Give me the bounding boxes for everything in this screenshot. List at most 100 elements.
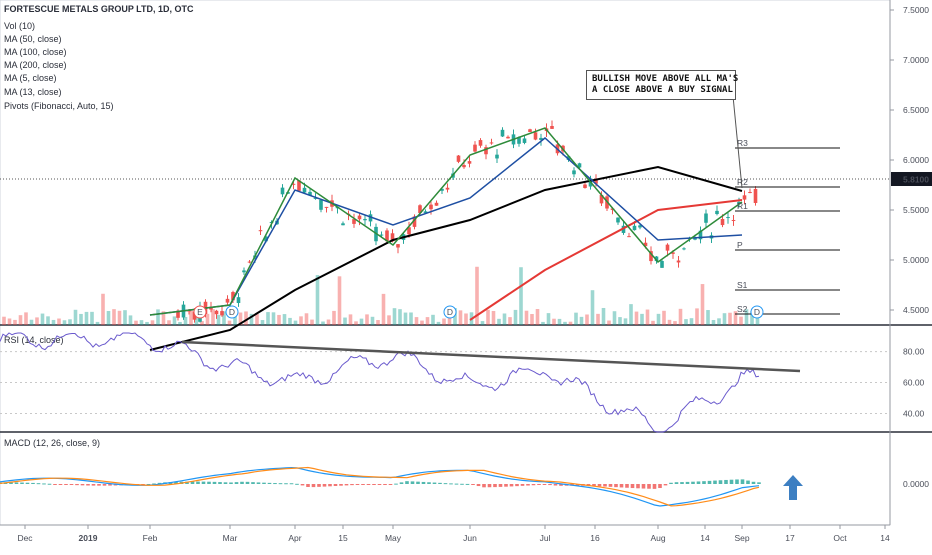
candle-body	[495, 154, 499, 159]
annotation-callout[interactable]: BULLISH MOVE ABOVE ALL MA'S A CLOSE ABOV…	[586, 70, 738, 100]
volume-bar	[409, 312, 413, 325]
macd-histogram-bar	[58, 484, 63, 485]
macd-histogram-bar	[31, 482, 35, 484]
candle-body	[742, 195, 747, 200]
volume-bar	[733, 311, 738, 325]
macd-histogram-bar	[207, 481, 211, 484]
pivot-label: R1	[737, 201, 748, 211]
candle-body	[291, 183, 296, 185]
legend-ma50[interactable]: MA (50, close)	[4, 34, 62, 44]
volume-bar	[392, 308, 397, 325]
macd-histogram-bar	[751, 481, 756, 484]
rsi-tick-label: 80.00	[903, 347, 925, 357]
legend-ma200[interactable]: MA (200, close)	[4, 60, 67, 70]
candle-body	[528, 129, 532, 132]
candle-body	[676, 260, 681, 263]
volume-bar	[513, 309, 518, 325]
time-tick-label: Dec	[17, 533, 33, 543]
candle-body	[654, 256, 659, 262]
macd-histogram-bar	[53, 484, 57, 485]
candle-body	[214, 310, 219, 315]
volume-bar	[288, 317, 292, 325]
time-tick-label: 17	[785, 533, 795, 543]
volume-bar	[13, 319, 17, 325]
volume-bar	[68, 319, 72, 325]
volume-bar	[673, 321, 677, 325]
rsi-tick-label: 60.00	[903, 378, 925, 388]
macd-histogram-bar	[311, 484, 316, 488]
time-tick-label: Mar	[223, 533, 238, 543]
macd-histogram-bar	[405, 481, 409, 484]
time-tick-label: Sep	[734, 533, 749, 543]
macd-histogram-bar	[559, 484, 563, 486]
candle-body	[467, 161, 472, 164]
candle-body	[577, 163, 582, 168]
macd-histogram-bar	[548, 484, 552, 486]
candle-body	[423, 211, 428, 214]
macd-histogram-bar	[619, 484, 624, 488]
macd-histogram-bar	[636, 484, 640, 489]
volume-bar	[557, 318, 562, 325]
macd-histogram-bar	[267, 482, 272, 484]
macd-histogram-bar	[647, 484, 651, 489]
volume-bar	[497, 318, 501, 325]
legend-ma13[interactable]: MA (13, close)	[4, 87, 62, 97]
volume-bar	[524, 310, 529, 325]
candle-body	[517, 137, 521, 144]
legend-ma5[interactable]: MA (5, close)	[4, 73, 57, 83]
volume-bar	[662, 310, 666, 325]
price-tick-label: 4.5000	[903, 305, 929, 315]
candle-body	[456, 155, 461, 162]
macd-pane-title: MACD (12, 26, close, 9)	[4, 438, 100, 448]
macd-histogram-bar	[383, 484, 387, 485]
price-tick-label: 6.0000	[903, 155, 929, 165]
volume-bar	[502, 313, 507, 325]
macd-histogram-bar	[355, 484, 360, 485]
macd-histogram-bar	[36, 483, 41, 485]
volume-bar	[689, 318, 694, 325]
macd-histogram-bar	[273, 483, 277, 485]
volume-bar	[106, 310, 111, 325]
macd-histogram-bar	[691, 481, 695, 484]
volume-bar	[442, 318, 446, 325]
legend-pivots[interactable]: Pivots (Fibonacci, Auto, 15)	[4, 101, 114, 111]
candle-body	[357, 215, 362, 220]
volume-bar	[18, 315, 23, 325]
macd-histogram-bar	[350, 484, 354, 486]
volume-bar	[304, 313, 309, 325]
volume-bar	[326, 319, 331, 325]
volume-bar	[57, 318, 61, 325]
volume-bar	[607, 320, 611, 325]
volume-bar	[40, 313, 45, 325]
volume-bar	[370, 316, 375, 325]
volume-bar	[73, 309, 78, 325]
candle-body	[489, 142, 494, 144]
macd-histogram-bar	[240, 481, 244, 484]
time-tick-label: 2019	[79, 533, 98, 543]
volume-bar	[321, 321, 325, 325]
candle-body	[698, 230, 703, 240]
volume-bar	[728, 312, 732, 325]
candle-body	[533, 132, 538, 140]
volume-bar	[387, 315, 391, 325]
candle-body	[242, 270, 246, 273]
macd-histogram-bar	[20, 482, 24, 484]
macd-histogram-bar	[641, 484, 646, 489]
event-marker-label: E	[197, 307, 203, 317]
volume-bar	[656, 313, 661, 325]
candle-body	[632, 225, 637, 231]
volume-bar	[425, 317, 430, 325]
volume-bar	[376, 320, 380, 325]
volume-bar	[189, 309, 193, 325]
candle-body	[506, 136, 510, 139]
volume-bar	[535, 309, 540, 325]
legend-vol[interactable]: Vol (10)	[4, 21, 36, 31]
volume-bar	[381, 293, 386, 325]
volume-bar	[79, 313, 83, 325]
legend-ma100[interactable]: MA (100, close)	[4, 47, 67, 57]
candle-body	[231, 292, 235, 301]
volume-bar	[744, 309, 749, 325]
macd-histogram-bar	[69, 484, 74, 485]
